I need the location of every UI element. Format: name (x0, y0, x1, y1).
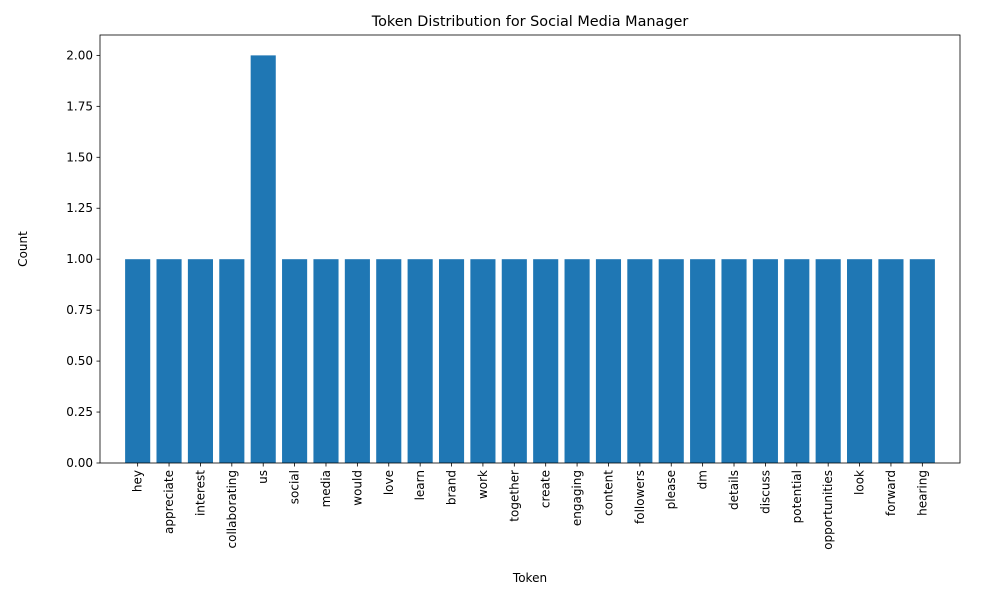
y-tick-label: 0.75 (66, 303, 93, 317)
y-tick-label: 1.50 (66, 150, 93, 164)
x-tick-label: social (288, 470, 302, 504)
bar-potential (784, 259, 810, 463)
x-tick-label: brand (445, 470, 459, 505)
bar-together (501, 259, 527, 463)
x-tick-label: together (507, 470, 521, 522)
x-tick-label: hearing (915, 470, 929, 516)
bar-learn (407, 259, 433, 463)
bar-discuss (752, 259, 778, 463)
y-tick-label: 1.00 (66, 252, 93, 266)
bar-interest (187, 259, 213, 463)
y-tick-label: 1.25 (66, 201, 93, 215)
x-tick-label: details (727, 470, 741, 510)
x-tick-label: learn (413, 470, 427, 500)
bar-please (658, 259, 684, 463)
y-axis-label: Count (16, 231, 30, 267)
bar-appreciate (156, 259, 182, 463)
x-tick-label: would (350, 470, 364, 506)
bar-us (250, 55, 276, 463)
bar-media (313, 259, 339, 463)
x-tick-label: potential (790, 470, 804, 523)
y-tick-label: 1.75 (66, 99, 93, 113)
x-tick-label: opportunities (821, 470, 835, 550)
bar-opportunities (815, 259, 841, 463)
bar-create (533, 259, 559, 463)
bar-collaborating (219, 259, 245, 463)
plot-frame (99, 34, 961, 464)
bar-dm (690, 259, 716, 463)
x-tick-label: followers (633, 470, 647, 524)
x-tick-label: look (853, 470, 867, 495)
bar-forward (878, 259, 904, 463)
bar-followers (627, 259, 653, 463)
x-tick-label: dm (696, 470, 710, 489)
x-tick-label: please (664, 470, 678, 509)
bar-love (376, 259, 402, 463)
x-tick-label: love (382, 470, 396, 495)
x-tick-label: appreciate (162, 470, 176, 534)
bars-group (125, 55, 935, 463)
x-axis-label: Token (512, 571, 547, 585)
y-axis-ticks: 0.00 0.25 0.50 0.75 1.00 1.25 1.50 1.75 2.00 (66, 48, 100, 470)
x-tick-label: discuss (758, 470, 772, 514)
y-tick-label: 0.50 (66, 354, 93, 368)
x-axis-ticks: hey appreciate interest collaborating us soci… (131, 463, 929, 550)
bar-details (721, 259, 747, 463)
x-tick-label: content (601, 470, 615, 516)
y-tick-label: 0.00 (66, 456, 93, 470)
bar-would (344, 259, 370, 463)
bar-brand (438, 259, 465, 463)
x-tick-label: work (476, 470, 490, 499)
x-tick-label: interest (193, 470, 207, 516)
chart-title: Token Distribution for Social Media Mana… (371, 14, 689, 30)
x-tick-label: create (539, 470, 553, 508)
bar-content (595, 259, 622, 463)
x-tick-label: media (319, 470, 333, 507)
bar-look (847, 259, 873, 463)
bar-hey (125, 259, 151, 463)
x-tick-label: collaborating (225, 470, 239, 548)
bar-work (470, 259, 496, 463)
x-tick-label: us (256, 470, 270, 484)
y-tick-label: 2.00 (66, 48, 93, 62)
bar-social (282, 259, 308, 463)
bar-hearing (909, 259, 935, 463)
bar-engaging (564, 259, 590, 463)
x-tick-label: engaging (570, 470, 584, 526)
x-tick-label: hey (131, 470, 145, 492)
x-tick-label: forward (884, 470, 898, 516)
y-tick-label: 0.25 (66, 405, 93, 419)
